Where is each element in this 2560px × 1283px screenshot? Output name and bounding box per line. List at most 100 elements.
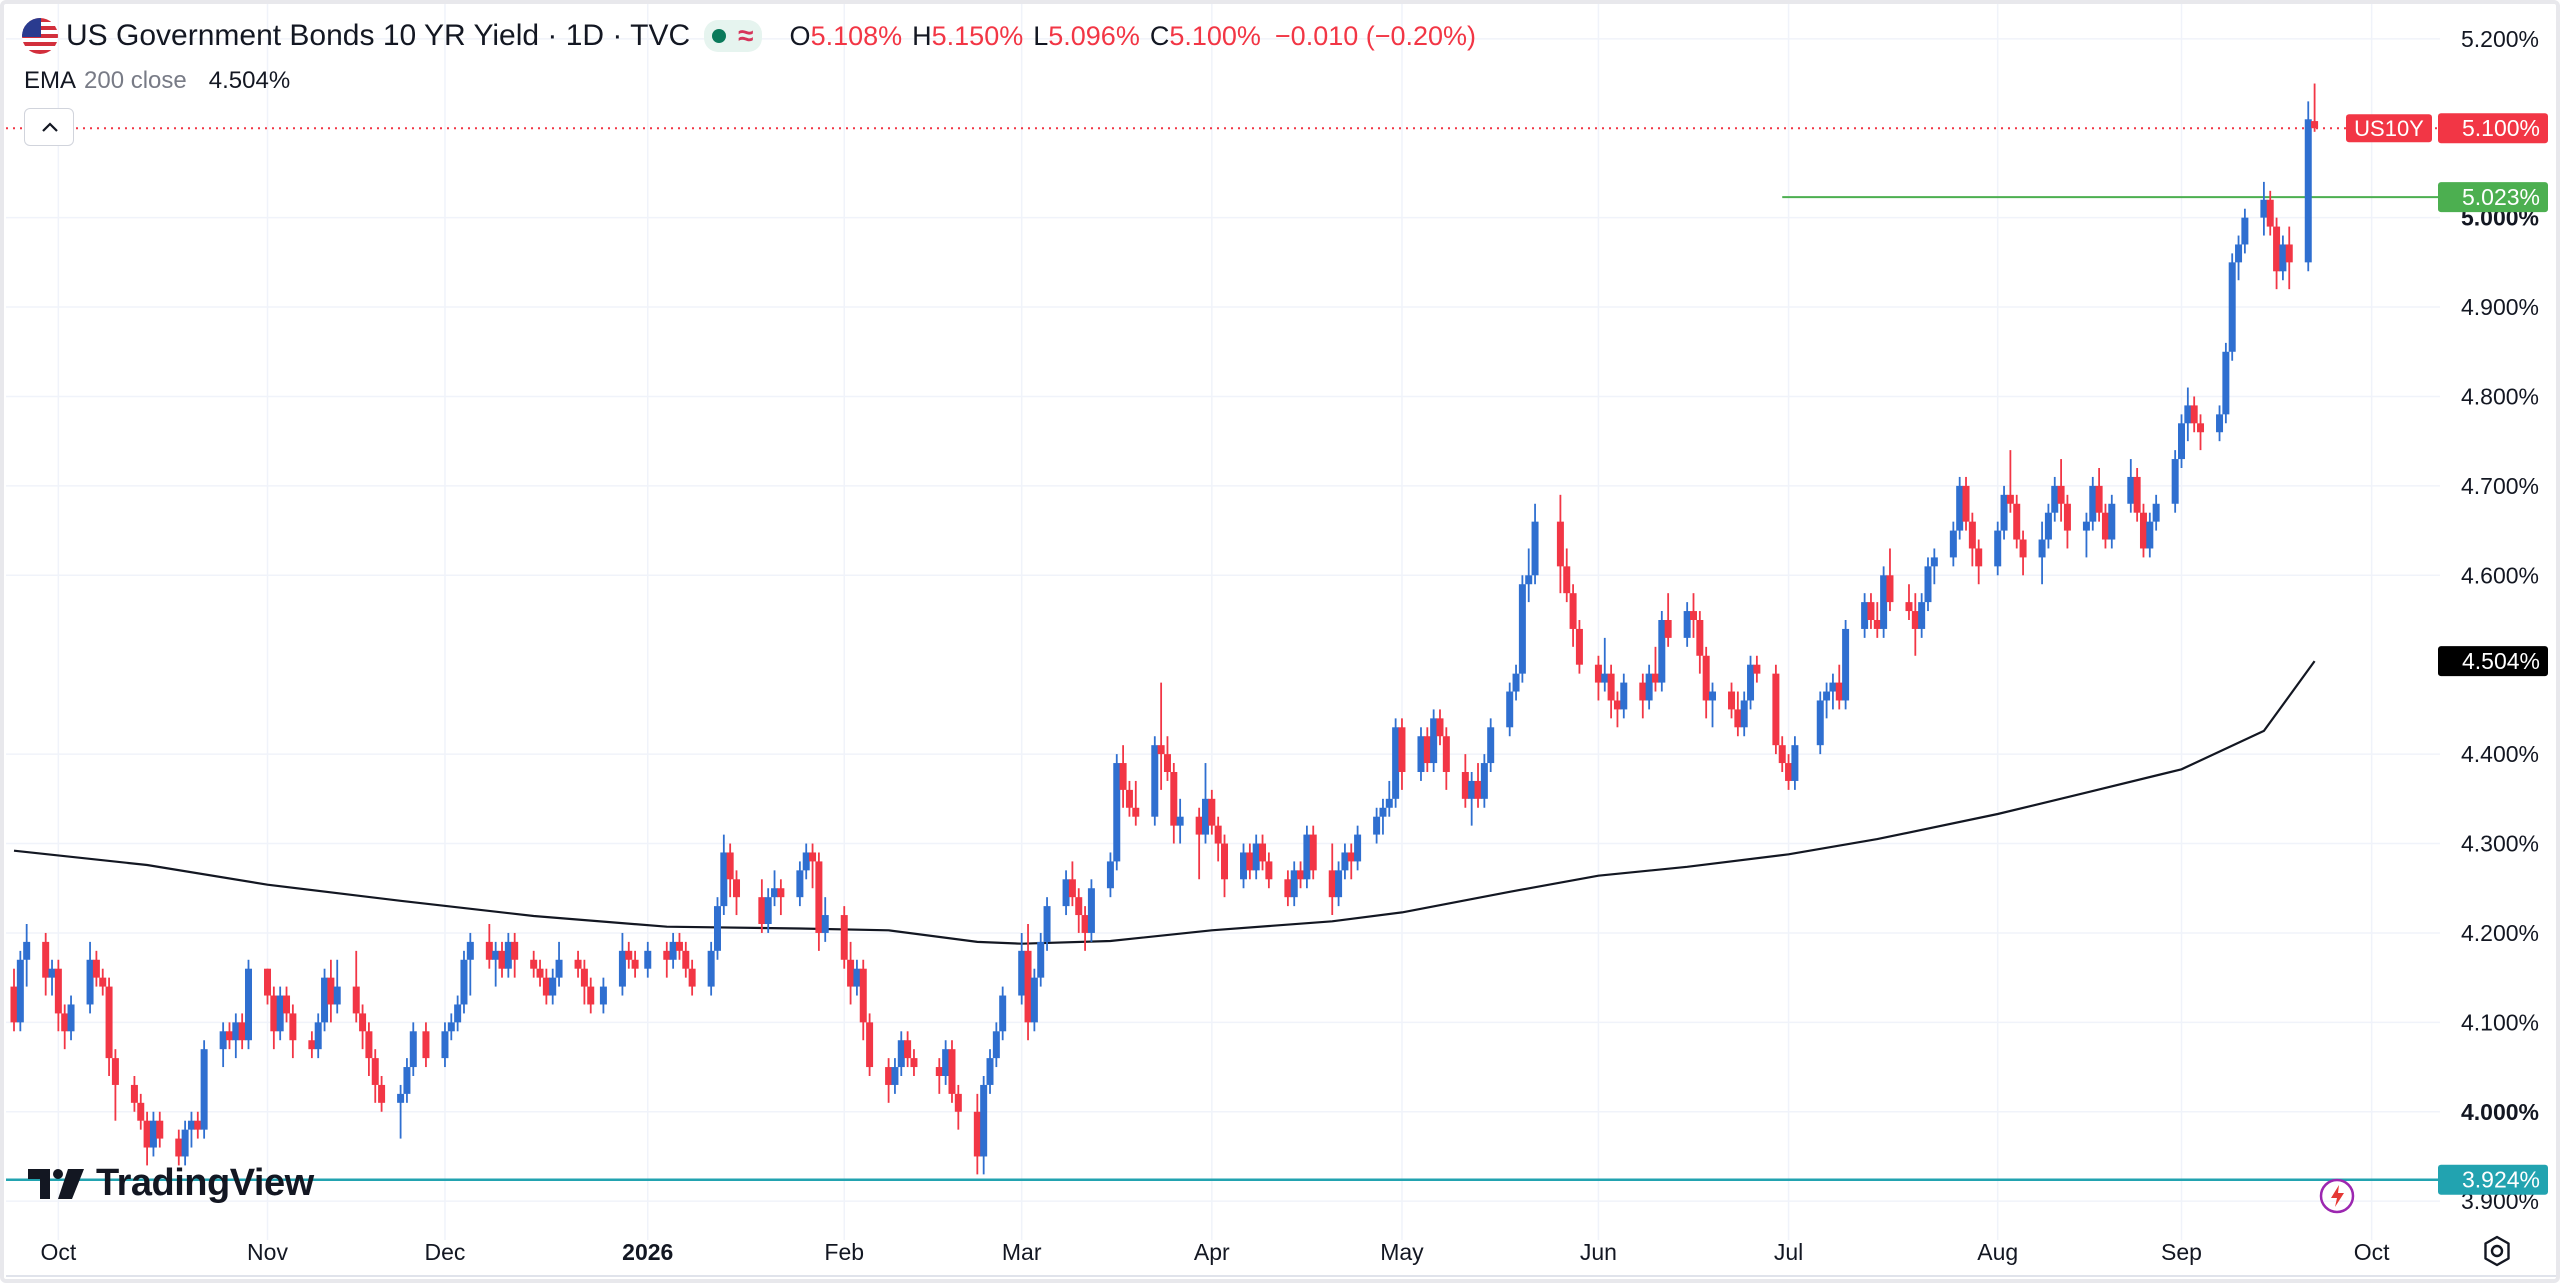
candle-body: [1068, 879, 1076, 898]
candle-body: [2178, 423, 2186, 460]
collapse-legend-button[interactable]: [24, 108, 74, 146]
candle-body: [16, 959, 24, 1023]
low-label: L: [1033, 20, 1049, 51]
candle-body: [460, 959, 468, 1005]
candle-body: [1335, 870, 1343, 898]
candle: [1221, 834, 1229, 898]
price-axis[interactable]: 5.200%5.000%4.900%4.800%4.700%4.600%4.40…: [2461, 26, 2539, 1214]
tradingview-logo[interactable]: TradingView: [28, 1162, 314, 1205]
ema-legend[interactable]: EMA 200 close 4.504%: [24, 64, 290, 98]
candle: [2063, 494, 2071, 549]
candle-body: [542, 977, 550, 996]
candle-body: [954, 1093, 962, 1112]
candle: [175, 1129, 183, 1166]
candle: [1886, 548, 1894, 612]
candle-body: [1157, 745, 1165, 755]
candle-body: [397, 1093, 405, 1103]
candle-body: [1132, 807, 1140, 817]
candle-body: [1861, 602, 1869, 629]
candle: [625, 941, 633, 969]
candle: [1037, 932, 1045, 987]
symbol-tag: [2346, 114, 2432, 143]
candle-body: [1303, 834, 1311, 880]
candle: [1956, 476, 1964, 540]
candle: [2139, 503, 2147, 558]
candle-body: [308, 1040, 316, 1050]
candle-body: [2311, 121, 2319, 129]
ema-params: 200 close: [84, 67, 187, 94]
candle-body: [1683, 611, 1691, 638]
candle-body: [187, 1120, 195, 1130]
gear-icon[interactable]: [2480, 1234, 2514, 1268]
candle: [1303, 825, 1311, 889]
price-axis-labels: US10Y 5.100% 5.023% 4.504% 3.924%: [2346, 113, 2548, 1195]
candle: [1081, 906, 1089, 951]
candle: [1861, 593, 1869, 638]
lightning-icon[interactable]: [2318, 1177, 2356, 1215]
candle: [1125, 780, 1133, 817]
chevron-up-icon: [42, 122, 58, 132]
candle: [688, 959, 696, 996]
candle: [1924, 557, 1932, 612]
candle: [2184, 387, 2192, 442]
candle-body: [847, 959, 855, 987]
candle: [1639, 673, 1647, 719]
price-tick-label: 4.000%: [2461, 1099, 2539, 1125]
price-tick-label: 4.100%: [2461, 1009, 2539, 1035]
candle: [2044, 503, 2052, 549]
candle: [1335, 861, 1343, 907]
candle-body: [1119, 763, 1127, 790]
candle: [1949, 521, 1957, 567]
candle: [48, 959, 56, 996]
candle-body: [935, 1067, 943, 1076]
symbol-legend[interactable]: US Government Bonds 10 YR Yield · 1D · T…: [22, 14, 1476, 58]
price-tag: [2438, 646, 2548, 677]
candle-body: [1221, 843, 1229, 880]
candle: [403, 1058, 411, 1103]
candle-body: [92, 959, 100, 978]
candle-body: [314, 1022, 322, 1050]
candle-body: [1354, 834, 1362, 862]
candle: [1506, 682, 1514, 737]
candle-body: [1512, 673, 1520, 692]
price-tag-text: 5.100%: [2462, 115, 2540, 141]
candle: [61, 1004, 69, 1050]
candle: [536, 959, 544, 987]
candle-body: [1709, 691, 1717, 701]
candle: [105, 977, 113, 1076]
candle: [1373, 807, 1381, 844]
candle: [771, 870, 779, 907]
candle: [1556, 494, 1564, 594]
candle-body: [999, 995, 1007, 1032]
candle-body: [2038, 539, 2046, 558]
candle-body: [1170, 772, 1178, 826]
candle: [194, 1111, 202, 1139]
candle-body: [1201, 798, 1209, 835]
candle-body: [321, 977, 329, 1023]
price-tag-text: 4.504%: [2462, 648, 2540, 674]
candle: [1778, 736, 1786, 772]
candle: [1816, 691, 1824, 755]
candle: [726, 843, 734, 898]
symbol-title[interactable]: US Government Bonds 10 YR Yield · 1D · T…: [66, 19, 691, 52]
market-status[interactable]: ≈: [704, 20, 762, 52]
candle-body: [2235, 244, 2243, 263]
candle-body: [904, 1040, 912, 1059]
candle: [1297, 861, 1305, 889]
candle-body: [733, 879, 741, 898]
candle: [2304, 101, 2312, 272]
candle: [359, 1004, 367, 1050]
candle: [707, 941, 715, 996]
time-axis[interactable]: Oct Nov Dec 2026 Feb Mar Apr May Jun Jul Aug Sep Oct: [40, 1239, 2390, 1265]
candle: [2197, 414, 2205, 451]
candle: [897, 1031, 905, 1076]
candle: [2133, 468, 2141, 522]
candle-body: [1430, 718, 1438, 764]
candle-body: [1835, 682, 1843, 701]
candle: [143, 1111, 151, 1166]
candle: [1018, 932, 1026, 1005]
candle: [1753, 655, 1761, 683]
candle: [1195, 807, 1203, 880]
price-label-horizontal-ray: 5.023%: [2438, 182, 2548, 213]
